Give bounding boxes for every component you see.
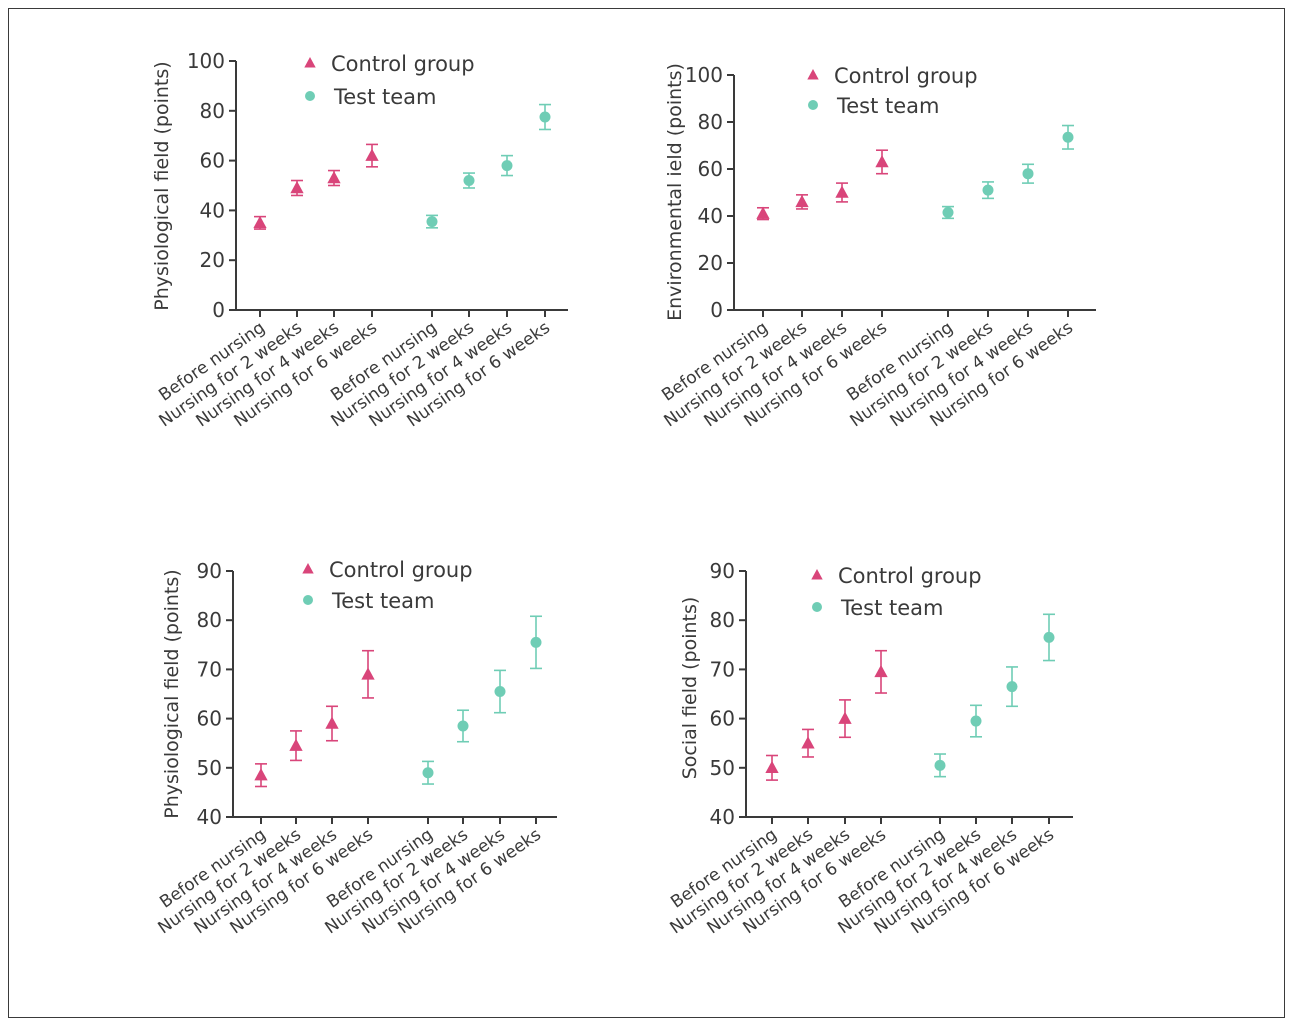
test-point <box>426 216 438 228</box>
control-point <box>365 148 379 161</box>
y-tick-label: 90 <box>197 559 222 583</box>
y-tick-label: 80 <box>710 608 735 632</box>
y-tick-label: 60 <box>197 707 222 731</box>
y-tick-label: 40 <box>698 204 723 228</box>
y-tick-label: 40 <box>197 805 222 829</box>
test-point <box>1022 168 1034 180</box>
legend-control-marker <box>304 57 316 68</box>
y-axis-label: Social field (points) <box>679 597 701 780</box>
legend-test-label: Test team <box>333 85 437 109</box>
y-tick-label: 0 <box>710 298 723 322</box>
control-point <box>874 664 888 678</box>
y-tick-label: 60 <box>710 707 735 731</box>
y-tick-label: 100 <box>187 49 225 73</box>
chart-panel-3: 40 50 60 70 80 90 Physiological field (points)… <box>154 558 557 938</box>
legend-test-label: Test team <box>840 596 944 620</box>
test-point <box>501 160 513 172</box>
legend-test-marker <box>808 100 818 110</box>
y-tick-label: 20 <box>200 248 225 272</box>
y-axis-label: Physiological field (points) <box>161 569 183 818</box>
test-point <box>1062 131 1074 143</box>
y-tick-label: 60 <box>200 149 225 173</box>
y-tick-label: 80 <box>197 608 222 632</box>
y-tick-label: 40 <box>710 805 735 829</box>
control-point <box>290 180 304 194</box>
control-point <box>253 215 267 229</box>
legend-control-label: Control group <box>838 564 982 588</box>
control-point <box>838 711 852 724</box>
legend-test-label: Test team <box>836 94 940 118</box>
test-point <box>970 715 982 727</box>
test-point <box>457 720 469 732</box>
test-point <box>1043 631 1055 643</box>
legend-test-marker <box>303 595 313 605</box>
y-axis-label: Physiological field (points) <box>151 61 173 310</box>
legend-control-marker <box>811 569 823 580</box>
control-point <box>795 194 809 208</box>
legend-control-label: Control group <box>331 52 475 76</box>
test-point <box>934 759 946 771</box>
legend-control-marker <box>807 69 819 80</box>
y-tick-label: 50 <box>197 756 222 780</box>
test-point <box>1006 681 1018 693</box>
y-tick-label: 90 <box>710 559 735 583</box>
control-point <box>875 154 889 168</box>
control-point <box>361 667 375 680</box>
control-point <box>327 171 341 184</box>
control-point <box>835 185 849 198</box>
chart-panel-1: 0 20 40 60 80 100 Physiological field (points)… <box>151 49 568 431</box>
y-tick-label: 50 <box>710 756 735 780</box>
legend-test-marker <box>305 91 315 101</box>
y-tick-label: 100 <box>685 63 723 87</box>
control-point <box>254 768 268 781</box>
test-point <box>539 111 551 123</box>
y-tick-label: 80 <box>698 110 723 134</box>
control-point <box>765 760 779 774</box>
test-point <box>982 184 994 196</box>
control-point <box>289 738 303 751</box>
legend-control-marker <box>302 563 314 574</box>
y-tick-label: 40 <box>200 198 225 222</box>
control-point <box>325 716 339 729</box>
legend-test-marker <box>812 602 822 612</box>
y-tick-label: 70 <box>710 657 735 681</box>
y-tick-label: 80 <box>200 99 225 123</box>
test-point <box>463 175 475 187</box>
y-tick-label: 60 <box>698 157 723 181</box>
y-tick-label: 20 <box>698 251 723 275</box>
y-axis-label: Environmental ield (points) <box>664 63 686 321</box>
test-point <box>494 686 506 698</box>
legend-control-label: Control group <box>329 558 473 582</box>
control-point <box>756 206 770 219</box>
legend-control-label: Control group <box>834 64 978 88</box>
test-point <box>530 636 542 648</box>
test-point <box>422 767 434 779</box>
legend-test-label: Test team <box>331 589 435 613</box>
test-point <box>942 206 954 218</box>
y-tick-label: 0 <box>212 298 225 322</box>
control-point <box>801 736 815 749</box>
y-tick-label: 70 <box>197 657 222 681</box>
